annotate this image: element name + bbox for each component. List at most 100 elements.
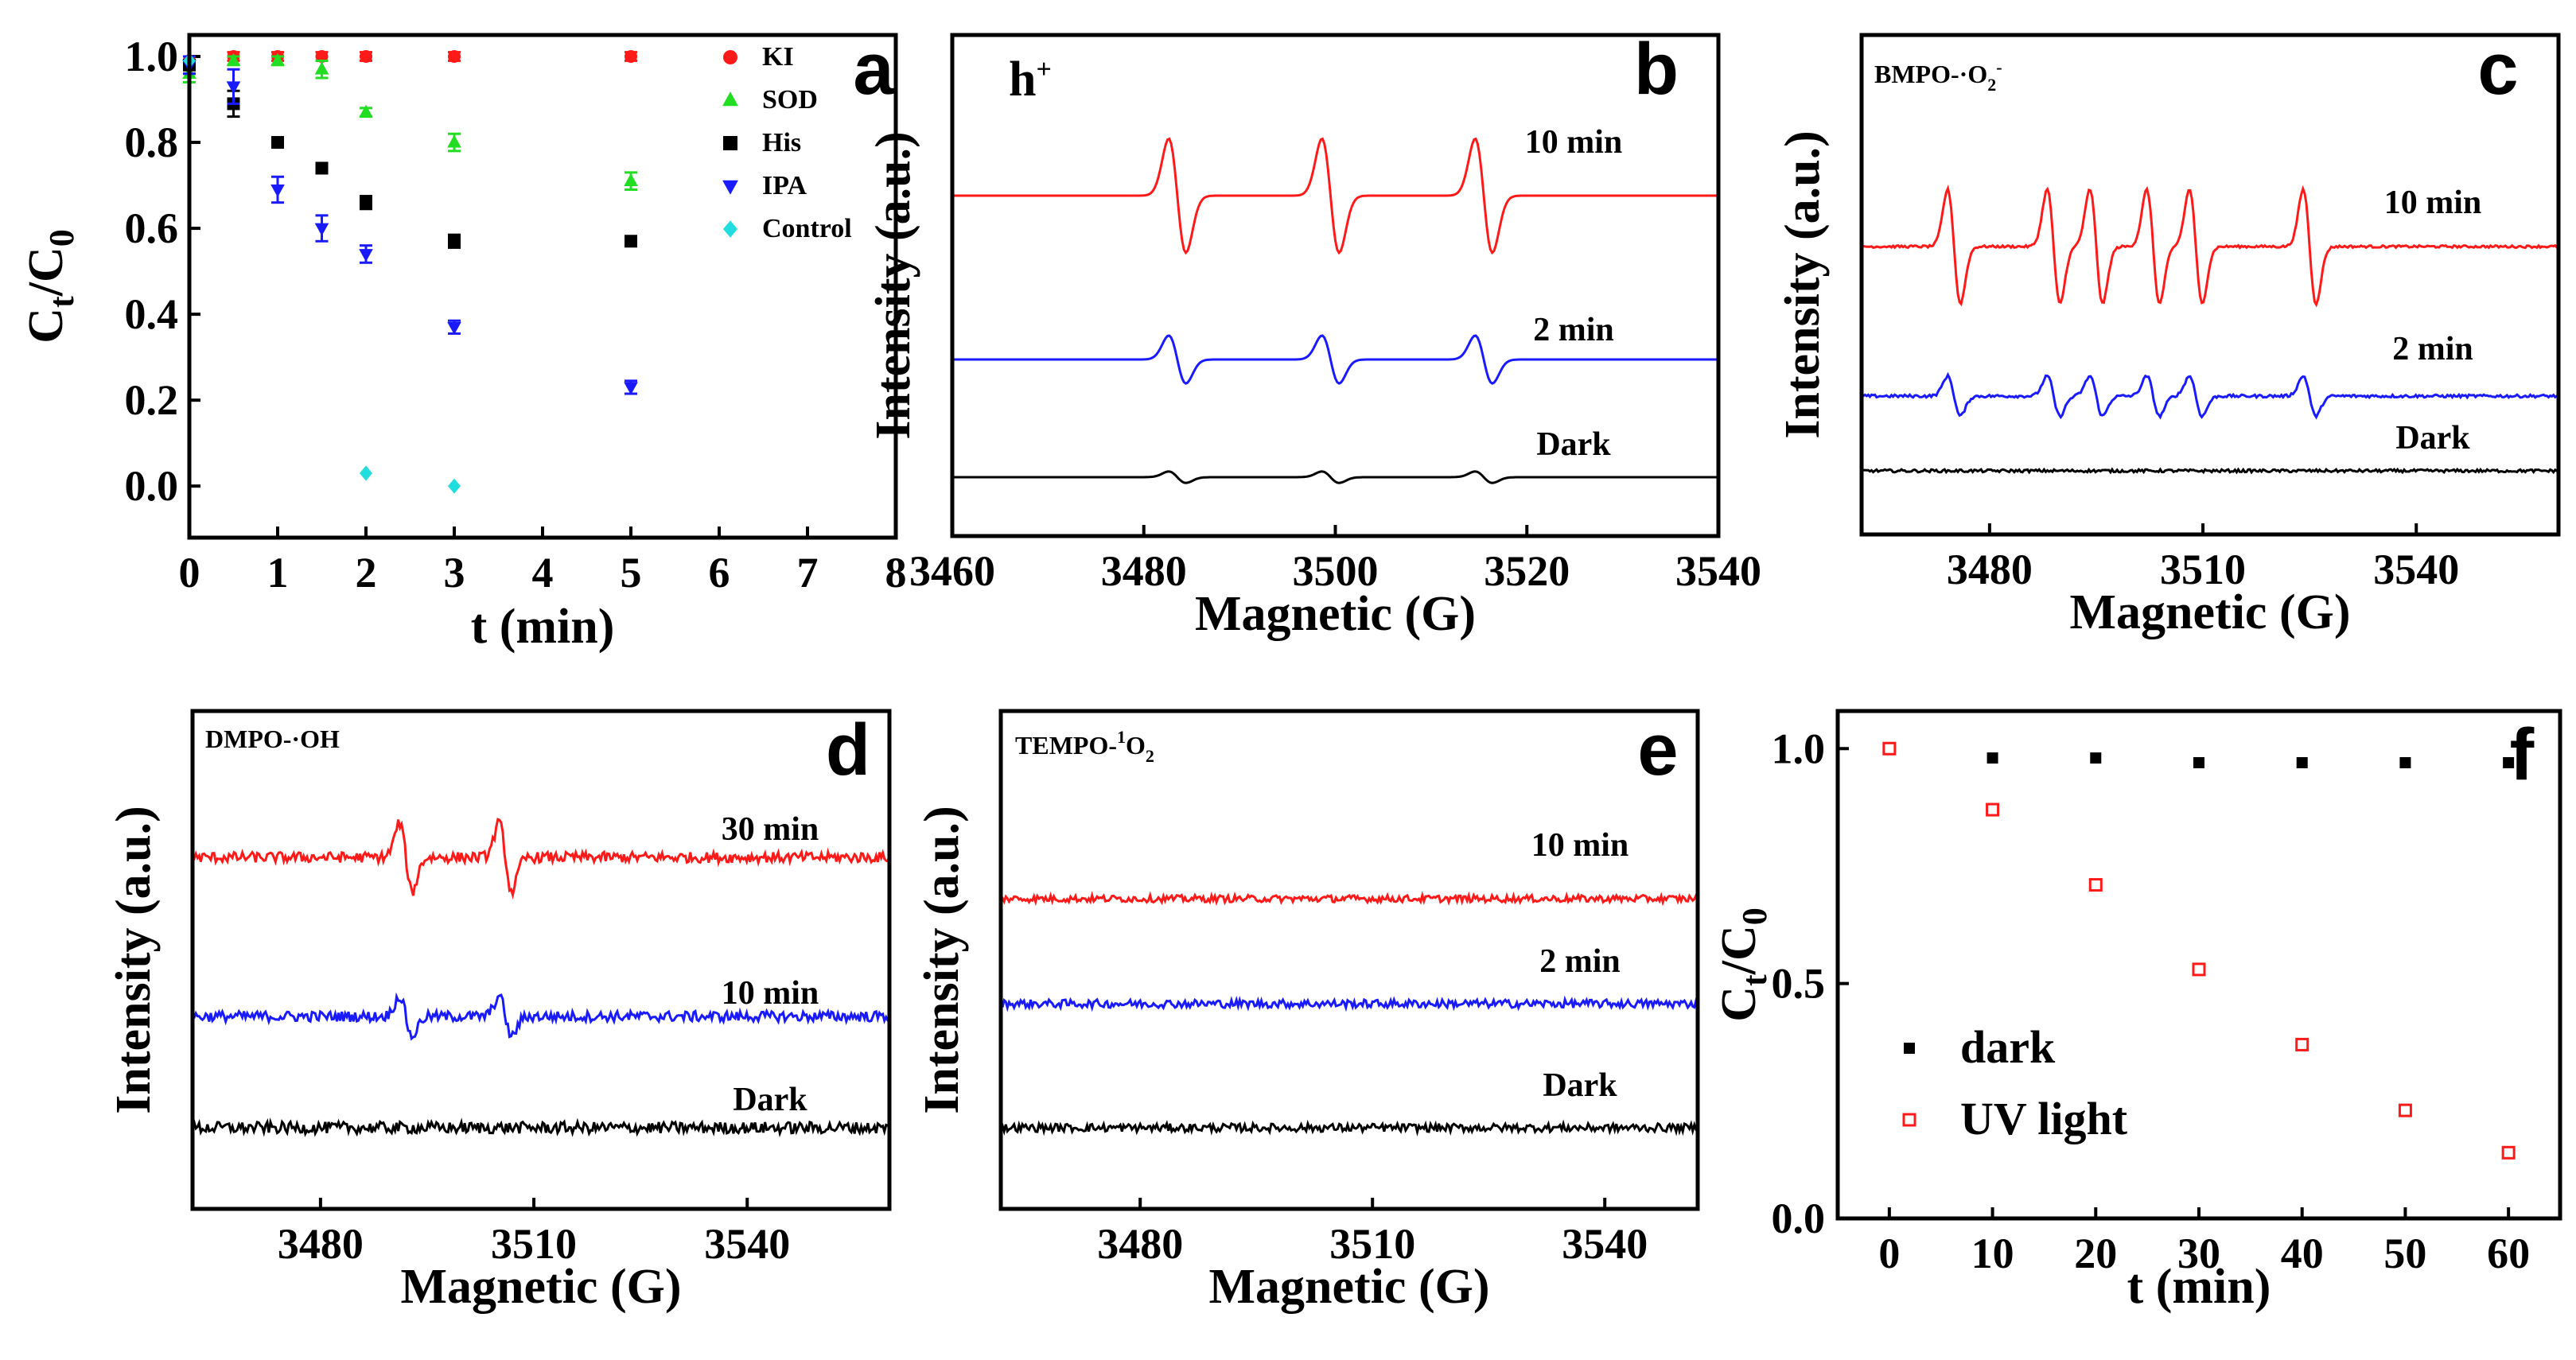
data-point-sod <box>226 52 241 66</box>
data-point-his <box>448 235 461 248</box>
data-point-his <box>271 136 284 150</box>
data-point-sod <box>270 52 285 66</box>
panel-d-frame <box>190 709 892 1211</box>
panel-e-x-tick-label: 3540 <box>1562 1220 1648 1268</box>
data-point-ipa <box>447 321 461 335</box>
panel-d-x-axis-title: Magnetic (G) <box>401 1260 682 1314</box>
panel-a-x-tick-label: 5 <box>621 549 642 596</box>
panel-a-x-tick-label: 6 <box>709 549 730 596</box>
panel-f-y-axis-title: Ct/C0 <box>1712 907 1774 1021</box>
panel-e-trace-label: Dark <box>1543 1067 1617 1104</box>
data-point-ipa <box>314 223 329 236</box>
panel-f-frame <box>1835 709 2562 1221</box>
panel-d-species-label: DMPO-·OH <box>205 725 340 753</box>
legend-label-ki: KI <box>762 42 794 72</box>
panel-a-y-tick-label: 0.4 <box>125 290 179 338</box>
data-point-control <box>360 465 372 481</box>
panel-b-x-tick-label: 3540 <box>1675 547 1761 595</box>
panel-b-y-axis-title: Intensity (a.u.) <box>866 131 920 440</box>
data-point-his <box>625 235 637 248</box>
panel-a-y-tick-label: 0.8 <box>125 119 179 166</box>
panel-f-x-tick-label: 10 <box>1971 1230 2014 1277</box>
panel-f-panel-letter: f <box>2510 714 2535 795</box>
panel-e-x-axis-title: Magnetic (G) <box>1209 1260 1490 1314</box>
panel-c-x-tick-label: 3510 <box>2160 546 2246 593</box>
panel-a-x-tick-label: 3 <box>444 549 465 596</box>
series-uv-light <box>1882 741 2516 1160</box>
panel-b: 3460 3480 3500 3520 3540 Magnetic (G) Intensit… <box>866 29 1761 641</box>
data-point-sod <box>447 134 461 148</box>
legend-marker-control <box>723 220 737 238</box>
data-point-ki <box>360 50 372 64</box>
panel-e-trace-10-min <box>1000 891 1699 907</box>
data-point-uv-light <box>1986 802 2000 817</box>
data-point-ipa <box>624 382 638 395</box>
data-point-ipa <box>270 185 285 198</box>
panel-a-y-axis-title: Ct/C0 <box>19 229 81 343</box>
data-point-ipa <box>226 81 241 95</box>
panel-b-frame <box>950 33 1721 538</box>
panel-c-trace-dark <box>1861 467 2559 475</box>
data-point-uv-light <box>2192 962 2206 977</box>
panel-b-x-tick-label: 3480 <box>1101 547 1187 595</box>
panel-e-x-tick-label: 3510 <box>1329 1220 1415 1268</box>
data-point-ki <box>625 50 637 64</box>
panel-a-x-tick-label: 7 <box>797 549 819 596</box>
panel-f-x-tick-label: 20 <box>2074 1230 2117 1277</box>
panel-a-y-tick-label: 1.0 <box>125 33 179 80</box>
data-point-sod <box>359 104 373 118</box>
data-point-control <box>448 478 461 494</box>
panel-d-trace-10-min <box>192 992 889 1041</box>
panel-d-trace-label: 10 min <box>722 975 819 1012</box>
panel-b-x-tick-label: 3520 <box>1484 547 1570 595</box>
data-point-uv-light <box>2088 878 2103 892</box>
panel-a-legend: KI SOD His IPA Control <box>722 42 852 243</box>
panel-c-y-axis-title: Intensity (a.u.) <box>1776 130 1830 439</box>
panel-c-trace-label: Dark <box>2395 420 2470 457</box>
panel-e-x-tick-label: 3480 <box>1097 1220 1183 1268</box>
panel-e-trace-dark <box>999 1119 1699 1137</box>
panel-e: 3480 3510 3540 Magnetic (G) Intensity (a.u.)… <box>915 709 1699 1314</box>
legend-marker-ipa <box>722 180 738 195</box>
panel-c-x-tick-label: 3480 <box>1947 546 2033 593</box>
data-point-ipa <box>359 249 373 262</box>
legend-marker-uv-light <box>1902 1113 1916 1127</box>
panel-e-species-label: TEMPO-1O2 <box>1015 727 1154 766</box>
panel-f-y-tick-label: 1.0 <box>1772 725 1826 772</box>
panel-b-trace-10-min <box>952 137 1718 255</box>
panel-b-trace-label: Dark <box>1536 426 1611 463</box>
panel-b-x-axis-title: Magnetic (G) <box>1195 587 1476 641</box>
series-sod <box>182 52 638 191</box>
panel-e-y-axis-title: Intensity (a.u.) <box>915 806 969 1114</box>
panel-f-y-tick-label: 0.0 <box>1772 1195 1826 1242</box>
data-point-dark <box>2503 756 2515 768</box>
panel-a-panel-letter: a <box>853 29 894 110</box>
panel-c-trace-10-min <box>1861 185 2559 308</box>
panel-c-trace-label: 2 min <box>2392 331 2473 367</box>
panel-d: 3480 3510 3540 Magnetic (G) Intensity (a.u.)… <box>107 709 891 1314</box>
data-point-sod <box>314 61 329 75</box>
legend-marker-his <box>723 136 737 150</box>
data-point-dark <box>1986 752 1998 764</box>
legend-label-dark: dark <box>1960 1021 2056 1073</box>
panel-f-x-axis-title: t (min) <box>2127 1260 2271 1314</box>
panel-d-trace-label: 30 min <box>722 811 819 848</box>
data-point-dark <box>2090 752 2102 764</box>
panel-b-species-label: h+ <box>1009 52 1052 107</box>
panel-e-frame <box>998 709 1700 1211</box>
panel-d-trace-label: Dark <box>733 1082 807 1118</box>
series-dark <box>1986 752 2515 768</box>
legend-label-his: His <box>762 128 801 157</box>
series-his <box>183 55 637 249</box>
panel-a-x-axis-title: t (min) <box>471 600 615 654</box>
panel-a-y-tick-label: 0.2 <box>125 376 179 424</box>
panel-b-trace-label: 10 min <box>1525 124 1623 161</box>
panel-e-panel-letter: e <box>1637 709 1678 791</box>
data-point-uv-light <box>2295 1037 2309 1051</box>
panel-c-species-label: BMPO-·O2- <box>1874 57 2002 95</box>
panel-d-x-tick-label: 3510 <box>491 1220 577 1268</box>
panel-b-trace-label: 2 min <box>1533 312 1614 348</box>
panel-a-y-tick-label: 0.6 <box>125 204 179 252</box>
panel-c-panel-letter: c <box>2477 29 2518 110</box>
